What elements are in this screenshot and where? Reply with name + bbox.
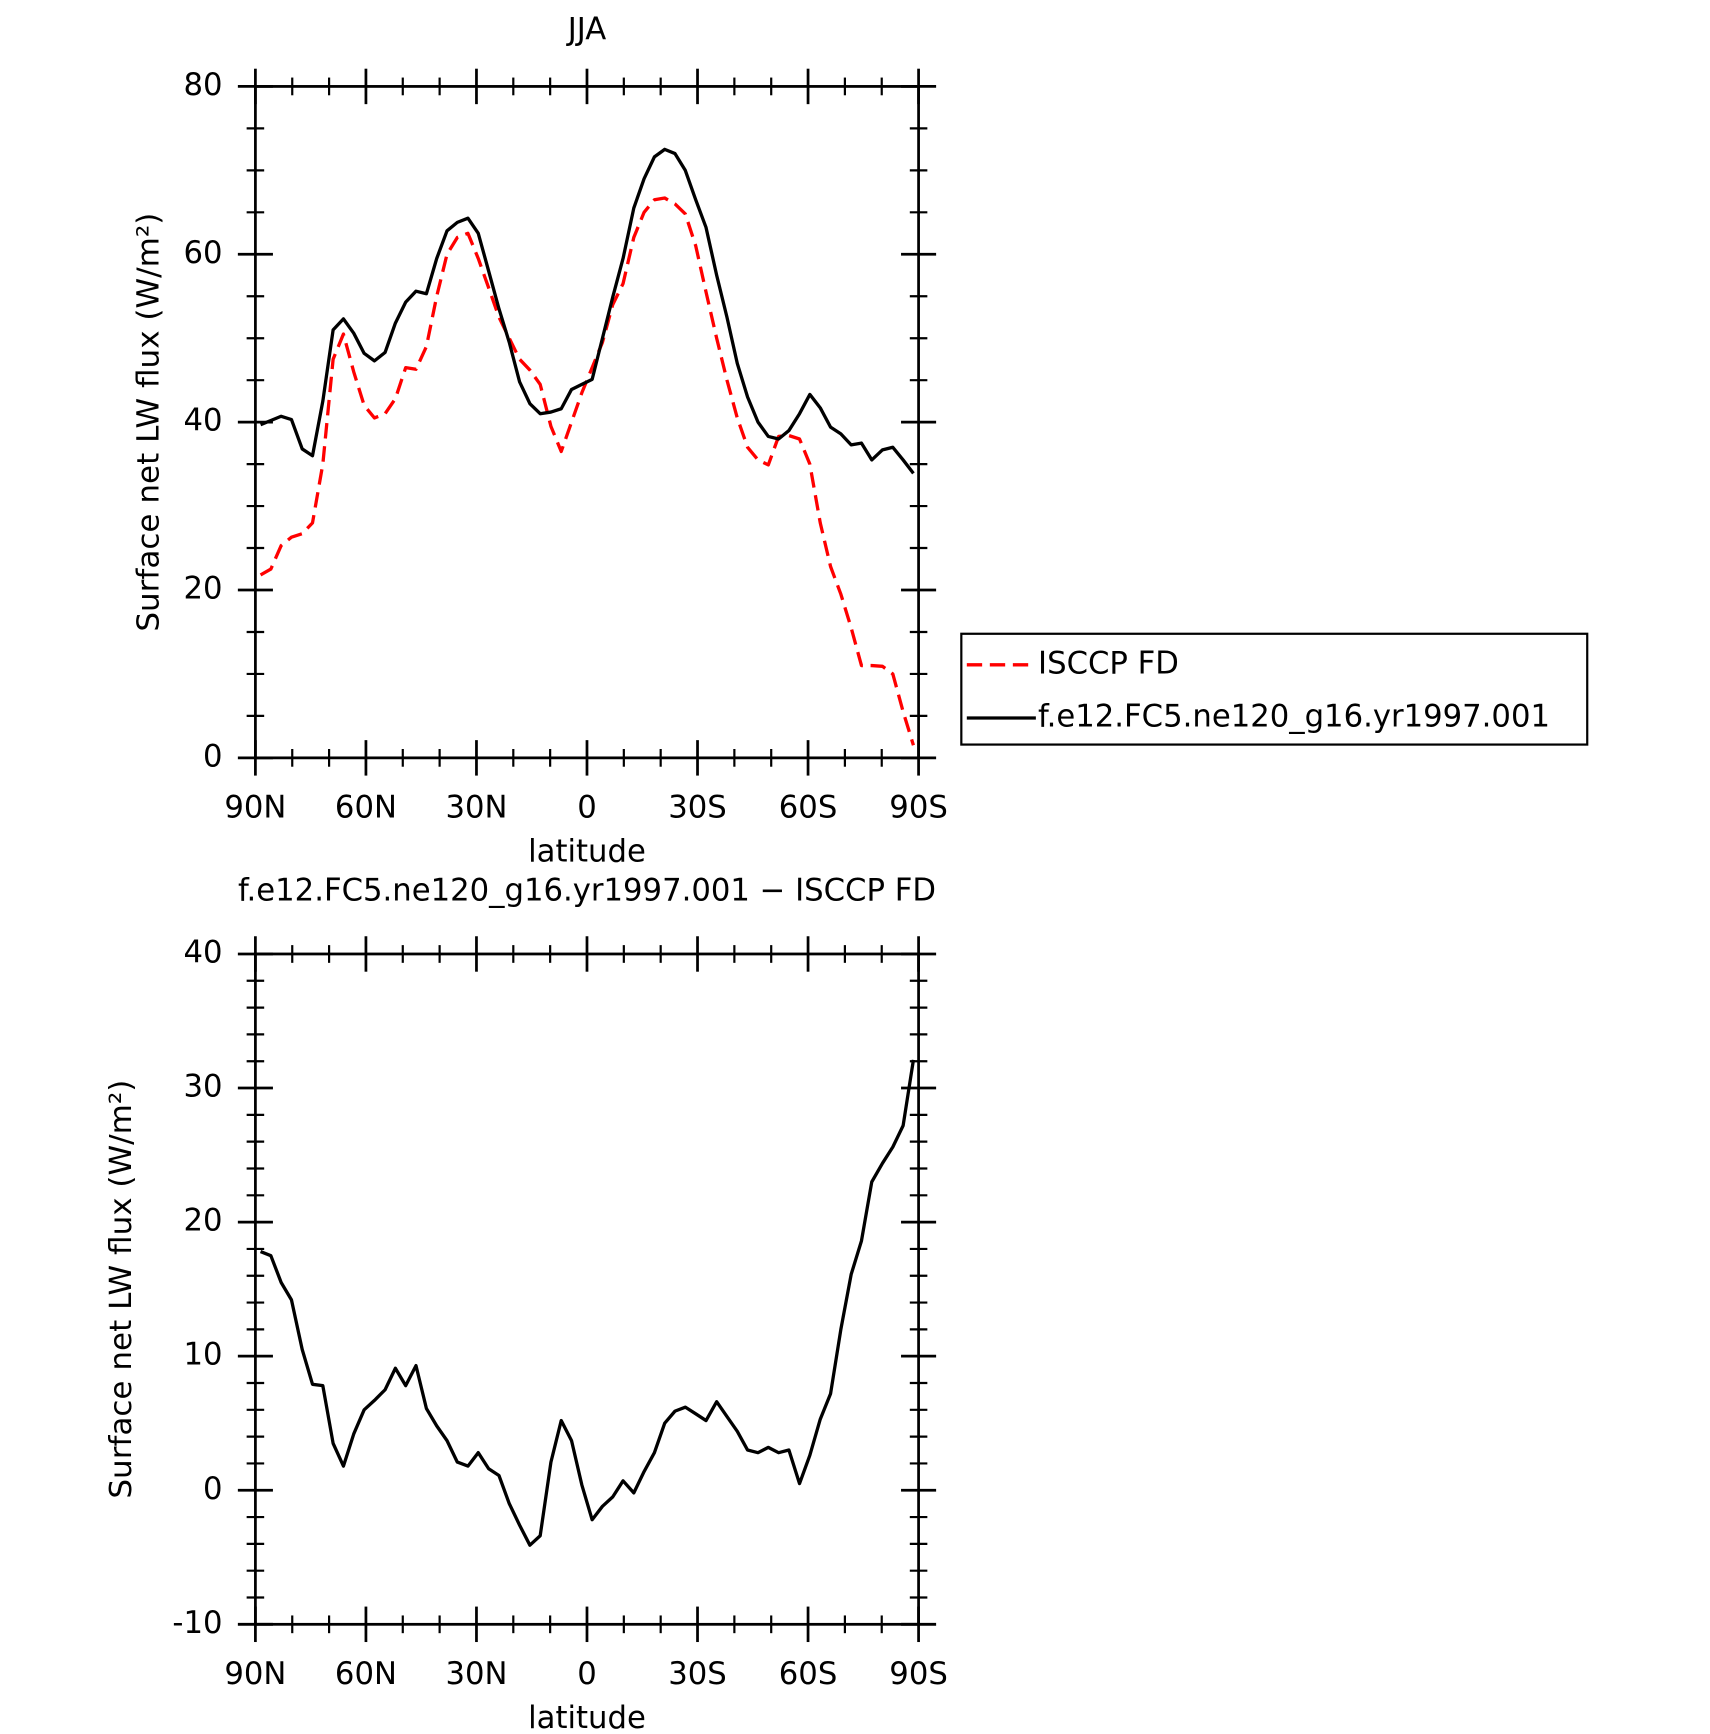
plot-frame [254, 85, 920, 760]
legend-label: f.e12.FC5.ne120_g16.yr1997.001 [1038, 698, 1550, 734]
x-tick-label: 30S [668, 789, 727, 825]
y-tick-label: 20 [183, 1203, 222, 1239]
y-axis-label: Surface net LW flux (W/m²) [131, 213, 167, 632]
x-tick-label: 30S [668, 1656, 727, 1692]
x-tick-label: 60N [335, 1656, 397, 1692]
plot-frame [254, 952, 920, 1626]
y-tick-label: 60 [183, 235, 222, 271]
y-tick-label: 40 [183, 934, 222, 970]
y-tick-label: 10 [183, 1337, 222, 1373]
x-tick-label: 90S [889, 789, 948, 825]
y-tick-label: 40 [183, 403, 222, 439]
x-tick-label: 90N [224, 789, 286, 825]
data-line [259, 147, 915, 475]
data-line [259, 196, 915, 746]
legend-box [960, 632, 1589, 746]
x-tick-label: 30N [445, 1656, 507, 1692]
x-tick-label: 30N [445, 789, 507, 825]
chart-title: f.e12.FC5.ne120_g16.yr1997.001 − ISCCP F… [238, 872, 936, 908]
y-axis-label: Surface net LW flux (W/m²) [103, 1080, 139, 1499]
y-tick-label: 80 [183, 67, 222, 103]
x-tick-label: 90S [889, 1656, 948, 1692]
x-axis-label: latitude [528, 1700, 646, 1734]
y-tick-label: 20 [183, 570, 222, 606]
y-tick-label: -10 [172, 1605, 222, 1641]
data-line [259, 1059, 916, 1547]
y-tick-label: 30 [183, 1068, 222, 1104]
x-tick-label: 0 [577, 1656, 597, 1692]
chart-title: JJA [566, 11, 607, 47]
x-tick-label: 0 [577, 789, 597, 825]
x-tick-label: 60S [779, 789, 838, 825]
legend-label: ISCCP FD [1038, 645, 1179, 681]
x-tick-label: 60N [335, 789, 397, 825]
y-tick-label: 0 [203, 738, 223, 774]
x-axis-label: latitude [528, 834, 646, 870]
x-tick-label: 60S [779, 1656, 838, 1692]
x-tick-label: 90N [224, 1656, 286, 1692]
y-tick-label: 0 [203, 1471, 223, 1507]
